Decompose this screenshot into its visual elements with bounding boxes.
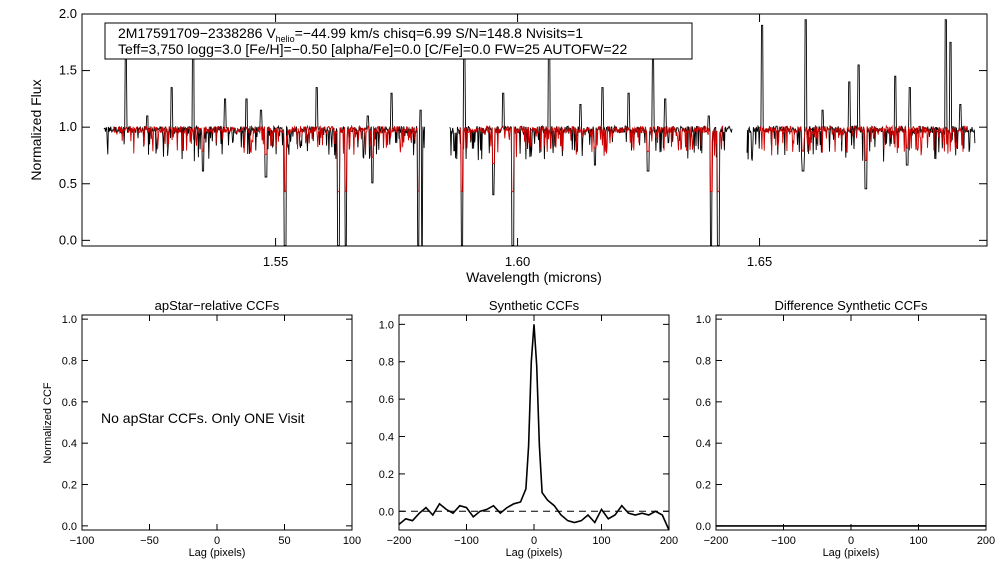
spectrum-y-tick-label: 0.0 — [59, 232, 77, 247]
model-spectrum-chip-1 — [113, 124, 419, 193]
apstar-ccf-title: apStar−relative CCFs — [155, 298, 280, 313]
difference-ccf-x-ticks: −200 −100 0 100 200 — [704, 315, 995, 547]
difference-ccf-y-tick-label: 0.2 — [696, 480, 711, 492]
synthetic-ccf-y-tick-label: 0.6 — [379, 394, 394, 406]
apstar-ccf-x-axis-label: Lag (pixels) — [189, 547, 246, 559]
spectrum-y-tick-label: 2.0 — [59, 6, 77, 21]
synthetic-ccf-y-tick-label: 0.2 — [379, 469, 394, 481]
spectrum-y-tick-label: 1.0 — [59, 119, 77, 134]
apstar-ccf-y-tick-label: 0.6 — [62, 397, 77, 409]
info-box-frame — [104, 22, 693, 60]
spectrum-x-ticks: 1.55 1.60 1.65 — [263, 14, 772, 269]
model-spectrum-chip-3 — [759, 124, 969, 162]
spectrum-y-tick-label: 0.5 — [59, 176, 77, 191]
difference-ccf-y-ticks: 0.0 0.2 0.4 0.6 0.8 1.0 — [696, 314, 986, 533]
spectrum-x-tick-label: 1.55 — [263, 254, 288, 269]
difference-ccf-plot-frame — [715, 314, 987, 531]
synthetic-ccf-y-ticks: 0.0 0.2 0.4 0.6 0.8 1.0 — [379, 319, 669, 518]
apstar-ccf-y-tick-label: 0.0 — [62, 521, 77, 533]
info-line-2: Teff=3,750 logg=3.0 [Fe/H]=−0.50 [alpha/… — [118, 41, 627, 57]
difference-ccf-x-tick-label: 100 — [909, 535, 927, 547]
synthetic-ccf-x-tick-label: −100 — [454, 535, 479, 547]
apstar-ccf-x-tick-label: −100 — [70, 535, 95, 547]
apstar-ccf-y-tick-label: 0.2 — [62, 480, 77, 492]
synthetic-ccf-plot-frame — [398, 314, 670, 531]
difference-ccf-y-tick-label: 0.8 — [696, 355, 711, 367]
info-v-label: V — [266, 25, 276, 41]
difference-ccf-x-tick-label: −100 — [771, 535, 796, 547]
apstar-ccf-panel: apStar−relative CCFs 0.00.20.40.60.81.0 … — [42, 298, 361, 559]
observed-spectrum-chip-3 — [746, 19, 976, 190]
spectrum-info-box: 2M17591709−2338286 Vhelio=−44.99 km/s ch… — [104, 22, 693, 60]
info-v-subscript: helio — [276, 34, 295, 44]
synthetic-ccf-x-tick-label: −200 — [387, 535, 412, 547]
difference-ccf-x-tick-label: −200 — [704, 535, 729, 547]
info-object-id: 2M17591709−2338286 — [118, 25, 263, 41]
synthetic-ccf-x-tick-label: 100 — [592, 535, 610, 547]
synthetic-ccf-x-tick-label: 0 — [531, 535, 537, 547]
spectrum-y-ticks: 0.0 0.5 1.0 1.5 2.0 — [59, 6, 987, 247]
apstar-ccf-x-tick-label: −50 — [140, 535, 159, 547]
info-line-1: 2M17591709−2338286 Vhelio=−44.99 km/s ch… — [118, 25, 583, 44]
apstar-ccf-message: No apStar CCFs. Only ONE Visit — [101, 410, 305, 426]
difference-ccf-x-tick-label: 200 — [977, 535, 995, 547]
spectrum-y-axis-label: Normalized Flux — [28, 79, 44, 180]
difference-ccf-y-tick-label: 0.6 — [696, 397, 711, 409]
spectrum-x-axis-label: Wavelength (microns) — [466, 269, 602, 285]
apstar-ccf-y-tick-label: 1.0 — [62, 314, 77, 326]
apstar-ccf-y-tick-label: 0.4 — [62, 438, 77, 450]
difference-ccf-title: Difference Synthetic CCFs — [775, 298, 928, 313]
synthetic-ccf-x-ticks: −200 −100 0 100 200 — [387, 315, 678, 547]
difference-ccf-panel: Difference Synthetic CCFs 0.00.20.40.60.… — [696, 298, 995, 559]
apstar-ccf-x-tick-label: 0 — [214, 535, 220, 547]
spectrum-x-tick-label: 1.60 — [505, 254, 530, 269]
difference-ccf-y-tick-label: 1.0 — [696, 314, 711, 326]
apstar-ccf-y-axis-label: Normalized CCF — [42, 382, 54, 464]
apstar-ccf-x-tick-label: 50 — [278, 535, 290, 547]
difference-ccf-x-tick-label: 0 — [848, 535, 854, 547]
apstar-ccf-y-tick-label: 0.8 — [62, 355, 77, 367]
synthetic-ccf-x-tick-label: 200 — [660, 535, 678, 547]
spectrum-x-tick-label: 1.65 — [747, 254, 772, 269]
info-v-rest: =−44.99 km/s chisq=6.99 S/N=148.8 Nvisit… — [295, 25, 584, 41]
synthetic-ccf-y-tick-label: 0.8 — [379, 357, 394, 369]
synthetic-ccf-panel: Synthetic CCFs 0.0 0.2 0.4 0.6 0.8 1.0 −200 −1… — [379, 298, 678, 559]
spectrum-y-tick-label: 1.5 — [59, 63, 77, 78]
difference-ccf-y-tick-label: 0.4 — [696, 438, 711, 450]
spectrum-plot-frame — [81, 13, 988, 247]
apstar-ccf-y-ticks: 0.0 0.2 0.4 0.6 0.8 1.0 — [62, 314, 352, 533]
synthetic-ccf-y-tick-label: 0.4 — [379, 432, 394, 444]
apstar-ccf-x-tick-label: 100 — [343, 535, 361, 547]
synthetic-ccf-x-axis-label: Lag (pixels) — [506, 547, 563, 559]
synthetic-ccf-title: Synthetic CCFs — [489, 298, 580, 313]
model-spectrum — [113, 124, 969, 193]
spectrum-panel: 0.0 0.5 1.0 1.5 2.0 1.55 1.60 1.65 Wavelength … — [28, 6, 988, 285]
difference-ccf-x-axis-label: Lag (pixels) — [823, 547, 880, 559]
difference-ccf-y-tick-label: 0.0 — [696, 521, 711, 533]
apstar-ccf-x-ticks: −100 −50 0 50 100 — [70, 315, 361, 547]
synthetic-ccf-y-tick-label: 1.0 — [379, 319, 394, 331]
synthetic-ccf-y-tick-label: 0.0 — [379, 506, 394, 518]
synthetic-ccf-curve — [398, 324, 670, 531]
model-spectrum-chip-2 — [459, 124, 724, 193]
